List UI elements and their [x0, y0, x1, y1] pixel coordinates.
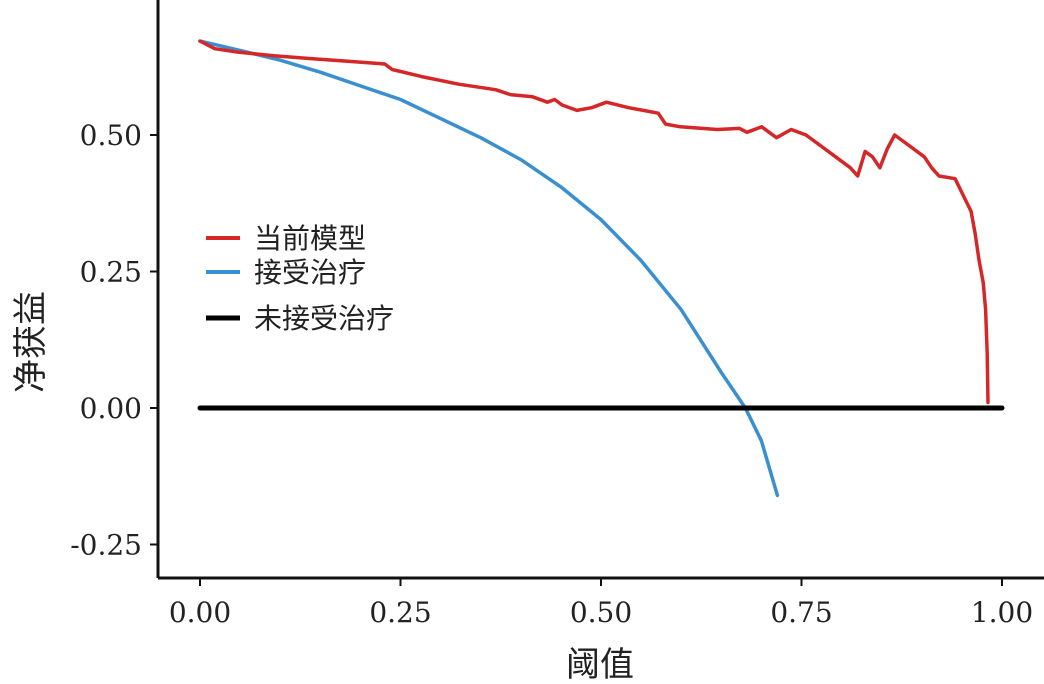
x-tick-label: 1.00 [971, 596, 1033, 629]
y-tick-label: 0.25 [80, 256, 142, 289]
y-tick-label: 0.50 [80, 119, 142, 152]
y-tick-label: 0.00 [80, 392, 142, 425]
x-tick-label: 0.75 [770, 596, 832, 629]
x-tick-label: 0.50 [570, 596, 632, 629]
legend-label: 当前模型 [254, 222, 366, 255]
x-tick-label: 0.25 [369, 596, 431, 629]
y-tick-label: -0.25 [70, 529, 142, 562]
legend-label: 未接受治疗 [254, 302, 394, 335]
series-line-current-model [198, 39, 990, 405]
x-tick-label: 0.00 [169, 596, 231, 629]
series-line-treat-all [198, 39, 780, 498]
y-axis-ticks: -0.25 0.00 0.25 0.50 [70, 119, 158, 562]
y-axis-title: 净获益 [11, 291, 51, 393]
x-axis-title: 阈值 [566, 645, 634, 684]
x-axis-ticks: 0.00 0.25 0.50 0.75 1.00 [169, 578, 1033, 629]
legend-label: 接受治疗 [254, 256, 366, 289]
series-layer [197, 39, 1005, 498]
